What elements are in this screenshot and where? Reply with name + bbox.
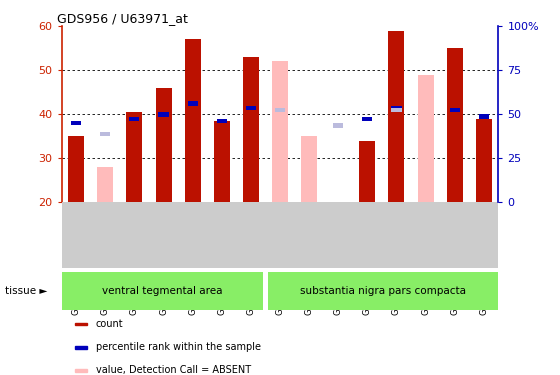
Bar	[450, 108, 460, 112]
Bar	[74, 369, 87, 372]
Bar	[214, 121, 230, 202]
Bar	[62, 272, 263, 310]
Bar	[188, 101, 198, 105]
Bar	[272, 62, 288, 202]
Bar	[246, 105, 256, 110]
Bar	[391, 108, 402, 112]
Bar	[479, 114, 489, 119]
Bar	[97, 167, 113, 202]
Bar	[68, 136, 84, 202]
Bar	[360, 141, 375, 202]
Bar	[156, 88, 171, 202]
Bar	[418, 75, 433, 202]
Bar	[127, 112, 142, 202]
Bar	[74, 346, 87, 349]
Bar	[389, 31, 404, 202]
Bar	[275, 108, 285, 112]
Bar	[74, 322, 87, 325]
Bar	[476, 119, 492, 202]
Bar	[391, 105, 402, 110]
Text: GDS956 / U63971_at: GDS956 / U63971_at	[57, 12, 188, 25]
Bar	[129, 117, 139, 121]
Bar	[217, 119, 227, 123]
Text: ventral tegmental area: ventral tegmental area	[102, 286, 223, 296]
Bar	[447, 48, 463, 202]
Bar	[301, 136, 317, 202]
Bar	[71, 121, 81, 125]
Bar	[100, 132, 110, 136]
Bar	[243, 57, 259, 202]
Text: tissue ►: tissue ►	[5, 286, 47, 296]
Bar	[362, 117, 372, 121]
Text: substantia nigra pars compacta: substantia nigra pars compacta	[300, 286, 466, 296]
Text: value, Detection Call = ABSENT: value, Detection Call = ABSENT	[96, 366, 251, 375]
Bar	[158, 112, 169, 117]
Bar	[268, 272, 498, 310]
Bar	[185, 39, 200, 203]
Bar	[333, 123, 343, 128]
Text: percentile rank within the sample: percentile rank within the sample	[96, 342, 260, 352]
Text: count: count	[96, 319, 123, 329]
